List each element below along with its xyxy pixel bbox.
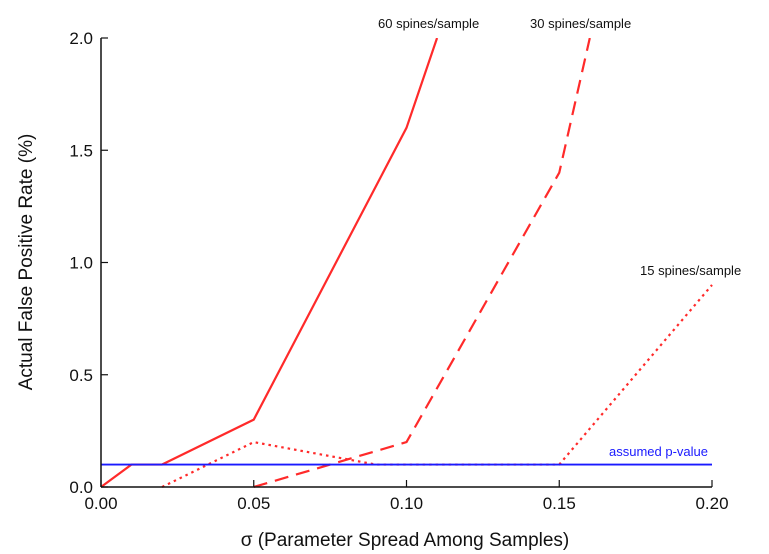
y-axis-title: Actual False Positive Rate (%) (16, 134, 37, 391)
y-tick-label: 0.5 (69, 366, 93, 385)
series-label-3: 15 spines/sample (640, 263, 741, 278)
x-tick-label: 0.00 (84, 494, 117, 513)
series-label-2: 30 spines/sample (530, 16, 631, 31)
series-line-1 (100, 38, 439, 488)
x-axis-title: σ (Parameter Spread Among Samples) (241, 530, 570, 551)
x-tick-label: 0.15 (543, 494, 576, 513)
series-line-3 (161, 284, 713, 488)
series-label-1: 60 spines/sample (378, 16, 479, 31)
series-label-4: assumed p-value (609, 444, 708, 459)
series-line-2 (253, 38, 591, 489)
x-tick-label: 0.20 (695, 494, 728, 513)
y-tick-label: 2.0 (69, 29, 93, 48)
x-tick-label: 0.10 (390, 494, 423, 513)
y-tick-label: 0.0 (69, 478, 93, 497)
chart-marks (100, 38, 713, 489)
chart-ticks: 0.00 0.05 0.10 0.15 0.20 0.0 0.5 1.0 1.5 2.0 (69, 29, 728, 513)
chart-annotations: 60 spines/sample 30 spines/sample 15 spine… (378, 16, 741, 459)
y-tick-label: 1.5 (69, 141, 93, 160)
x-tick-label: 0.05 (237, 494, 270, 513)
chart-axes (100, 38, 712, 488)
y-tick-label: 1.0 (69, 254, 93, 273)
